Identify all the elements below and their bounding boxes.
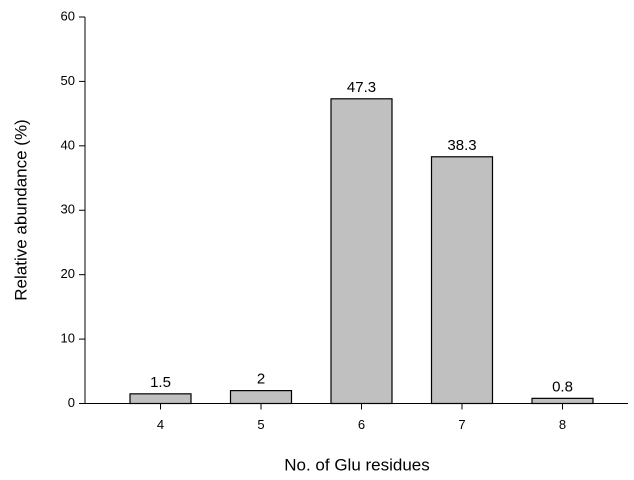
x-tick-label: 4 [157, 417, 164, 432]
bar [531, 397, 594, 405]
y-tick-label: 0 [68, 395, 75, 410]
value-label: 47.3 [347, 79, 376, 96]
y-tick-label: 60 [61, 8, 75, 23]
x-tick-label: 5 [257, 417, 264, 432]
x-tick-label: 8 [559, 417, 566, 432]
y-tick-label: 30 [61, 202, 75, 217]
value-label: 0.8 [552, 378, 573, 395]
x-axis-title: No. of Glu residues [284, 455, 430, 474]
y-axis-title: Relative abundance (%) [11, 119, 30, 300]
value-label: 1.5 [150, 374, 171, 391]
y-tick-label: 50 [61, 73, 75, 88]
x-tick-label: 7 [458, 417, 465, 432]
y-tick-label: 20 [61, 266, 75, 281]
bar [330, 98, 393, 405]
x-tick-label: 6 [358, 417, 365, 432]
bar [430, 156, 494, 405]
value-label: 2 [257, 371, 265, 388]
y-tick-label: 40 [61, 137, 75, 152]
bar [129, 393, 192, 405]
y-tick-label: 10 [61, 331, 75, 346]
value-label: 38.3 [447, 137, 476, 154]
bar [229, 390, 293, 405]
